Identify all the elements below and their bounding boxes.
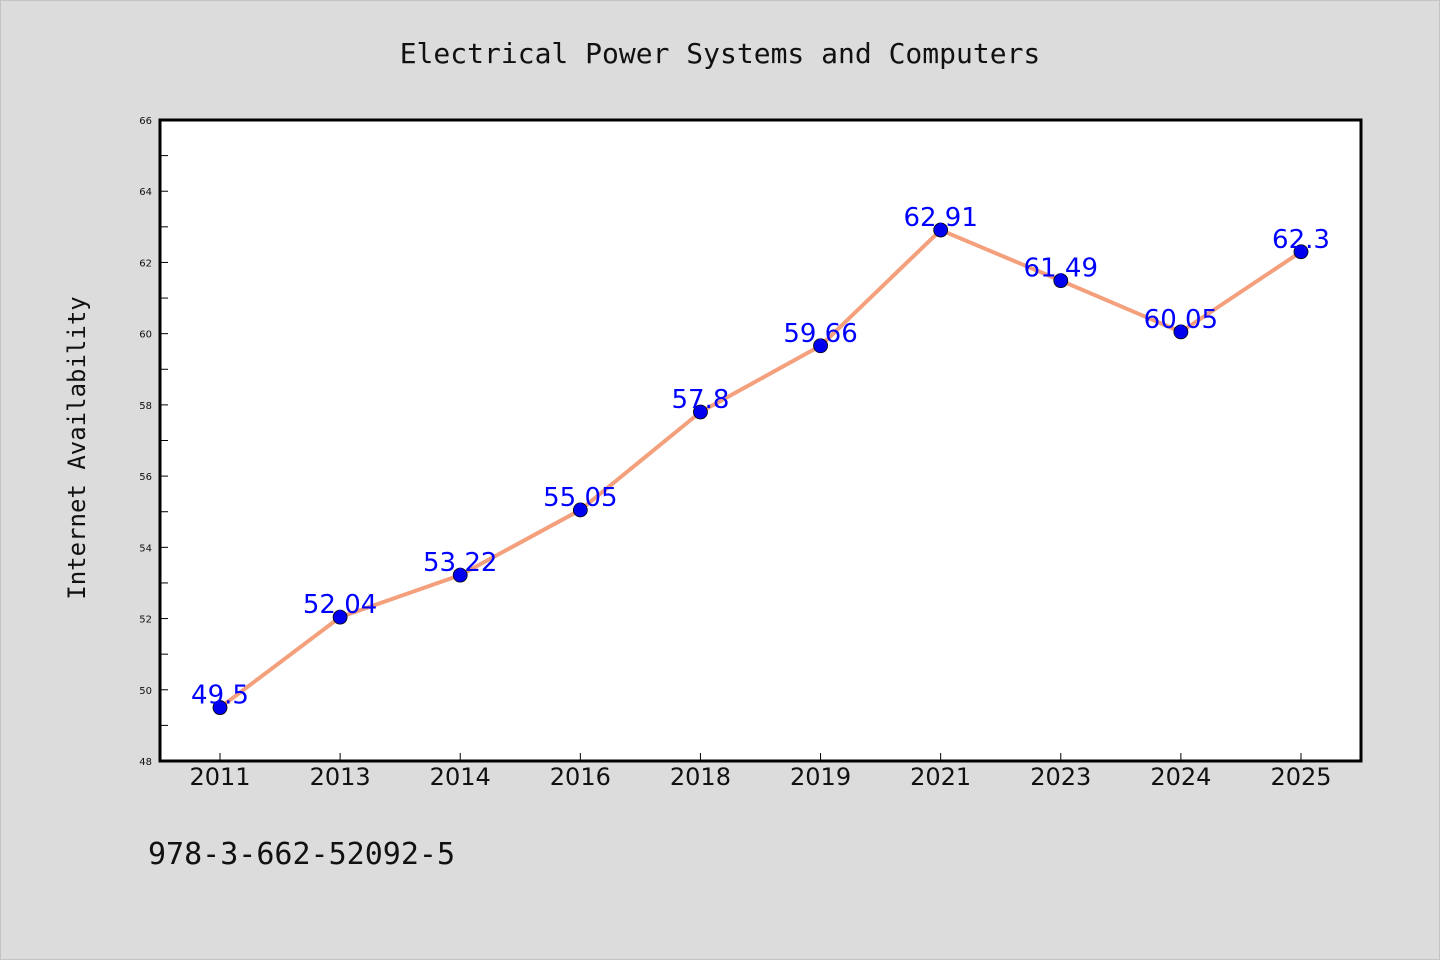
- plot-frame: [158, 118, 1363, 763]
- data-point-marker: [1293, 244, 1309, 260]
- y-tick-label: 52: [139, 615, 152, 626]
- y-tick-label: 50: [139, 686, 152, 697]
- isbn-footnote: 978-3-662-52092-5: [148, 837, 455, 872]
- data-point-marker: [332, 609, 348, 625]
- data-point-marker: [1053, 273, 1069, 289]
- data-label: 62.91: [903, 203, 977, 233]
- y-tick-label: 54: [139, 543, 152, 554]
- data-point-marker: [452, 567, 468, 583]
- series-layer: 49.5 52.04 53.22 55.05 57.8 59.66 62.91 61.49 60…: [191, 203, 1330, 715]
- data-label: 49.5: [191, 681, 249, 711]
- data-label: 52.04: [303, 590, 377, 620]
- y-axis-label: Internet Availability: [63, 296, 91, 599]
- x-tick-label: 2019: [790, 763, 851, 791]
- x-tick-label: 2016: [550, 763, 611, 791]
- y-tick-label: 66: [139, 116, 152, 127]
- data-label: 55.05: [543, 483, 617, 513]
- x-tick-label: 2018: [670, 763, 731, 791]
- y-tick-label: 58: [139, 401, 152, 412]
- y-tick-label: 60: [139, 330, 152, 341]
- data-point-marker: [572, 502, 588, 518]
- x-tick-label: 2025: [1270, 763, 1331, 791]
- x-tick-label: 2024: [1150, 763, 1211, 791]
- x-axis-ticks: 2011 2013 2014 2016 2018 2019 2021 2023 2024 2025: [189, 753, 1332, 791]
- data-label: 62.3: [1272, 225, 1330, 255]
- data-point-marker: [212, 700, 228, 715]
- data-label: 61.49: [1024, 254, 1098, 284]
- data-point-marker: [693, 404, 708, 420]
- x-tick-label: 2023: [1030, 763, 1091, 791]
- series-line: [218, 228, 1303, 710]
- data-label: 57.8: [671, 385, 729, 415]
- data-point-marker: [933, 222, 949, 238]
- x-tick-label: 2013: [310, 763, 371, 791]
- x-tick-label: 2011: [189, 763, 250, 791]
- y-tick-label: 62: [139, 258, 152, 269]
- data-point-marker: [813, 338, 828, 354]
- data-point-marker: [1173, 324, 1189, 340]
- data-label: 59.66: [783, 319, 857, 349]
- y-tick-label: 56: [139, 472, 152, 483]
- data-label: 53.22: [423, 548, 497, 578]
- x-tick-label: 2014: [430, 763, 491, 791]
- plot-area: [160, 120, 1361, 761]
- chart-title: Electrical Power Systems and Computers: [400, 37, 1041, 70]
- x-tick-label: 2021: [910, 763, 971, 791]
- y-tick-label: 64: [139, 187, 152, 198]
- y-tick-label: 48: [139, 757, 152, 768]
- data-label: 60.05: [1144, 305, 1218, 335]
